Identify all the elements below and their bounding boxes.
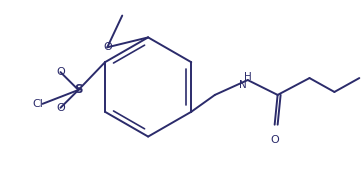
Text: H: H	[244, 72, 252, 82]
Text: O: O	[103, 42, 112, 52]
Text: N: N	[239, 80, 246, 90]
Text: O: O	[270, 135, 279, 144]
Text: Cl: Cl	[32, 99, 43, 109]
Text: S: S	[74, 83, 83, 96]
Text: O: O	[56, 103, 65, 113]
Text: O: O	[56, 67, 65, 77]
